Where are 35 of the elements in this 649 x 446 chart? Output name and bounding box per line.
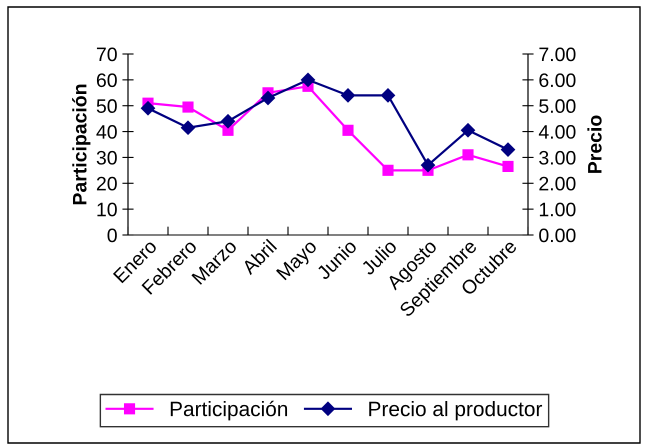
point (300, 72, 316, 87)
y2-tick-label: 4.00 (538, 125, 576, 139)
point (340, 88, 356, 102)
y-tick-label: 60 (96, 73, 117, 88)
y2-tick-label: 0.00 (539, 228, 576, 242)
point (380, 88, 396, 102)
point (462, 149, 474, 160)
y2-tick-label: 1.00 (540, 202, 576, 216)
y2-tick-label: 6.00 (539, 73, 576, 88)
y-tick-label: 0 (108, 228, 117, 242)
point (460, 123, 476, 138)
point (260, 90, 276, 106)
point (342, 124, 354, 136)
y-tick-label: 10 (97, 202, 117, 216)
y-tick-label: 20 (96, 176, 117, 191)
y2-tick-label: 5.00 (539, 99, 576, 113)
point (182, 101, 194, 113)
y-tick-label: 40 (96, 125, 117, 139)
y-axis-title: Participación (72, 84, 90, 204)
legend-label: Participación (170, 400, 288, 420)
point (420, 158, 436, 172)
point (220, 114, 236, 128)
point (382, 164, 394, 176)
y2-tick-label: 7.00 (539, 47, 576, 62)
y2-tick-label: 2.00 (539, 176, 576, 191)
y-tick-label: 30 (96, 150, 117, 165)
point (500, 142, 516, 157)
point (180, 120, 196, 135)
y2-tick-label: 3.00 (539, 150, 576, 165)
point (502, 160, 514, 172)
y-tick-label: 50 (96, 99, 117, 113)
y2-axis-title: Precio (587, 116, 602, 173)
point (140, 101, 156, 116)
y-tick-label: 70 (96, 47, 117, 62)
legend-label: Precio al productor (369, 400, 542, 420)
